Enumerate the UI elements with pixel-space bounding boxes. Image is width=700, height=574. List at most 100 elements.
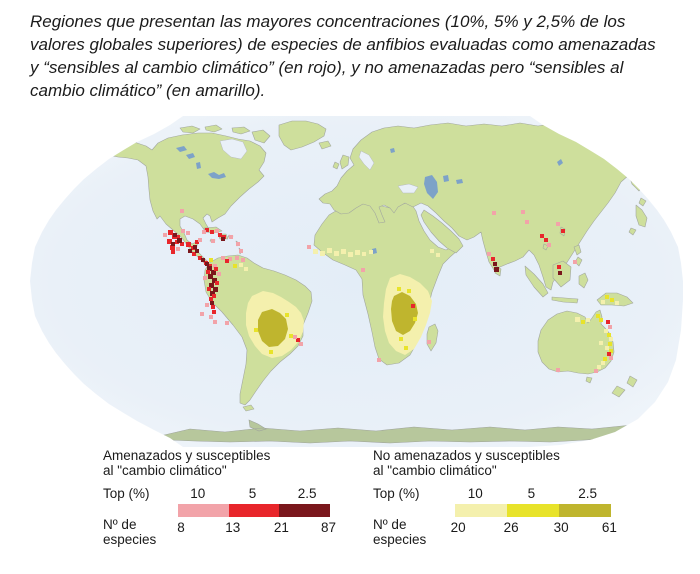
map-cell bbox=[599, 341, 603, 345]
map-cell bbox=[192, 252, 196, 256]
map-cell bbox=[573, 260, 577, 264]
baltic-sea bbox=[358, 150, 375, 171]
species-label: Nº de bbox=[103, 517, 137, 532]
map-cell bbox=[218, 233, 222, 237]
map-cell bbox=[610, 298, 614, 302]
top-value: 10 bbox=[190, 486, 206, 501]
map-cell bbox=[209, 283, 214, 288]
map-cell bbox=[211, 239, 215, 243]
map-cell bbox=[188, 249, 192, 253]
map-cell bbox=[362, 252, 366, 256]
landmass-iceland bbox=[318, 140, 332, 150]
map-overlays bbox=[163, 209, 619, 373]
top-value: 10 bbox=[467, 486, 483, 501]
map-cell bbox=[607, 333, 611, 337]
map-cell bbox=[289, 334, 293, 338]
map-cell bbox=[597, 365, 601, 369]
map-cell bbox=[561, 229, 565, 233]
map-cell bbox=[195, 240, 199, 244]
species-label: Nº de bbox=[373, 517, 407, 532]
map-cell bbox=[212, 310, 216, 314]
map-cell bbox=[201, 258, 205, 262]
map-cell bbox=[239, 249, 243, 253]
map-cell bbox=[215, 229, 219, 233]
map-cell bbox=[605, 346, 609, 350]
map-cell bbox=[299, 342, 303, 346]
map-cell bbox=[198, 256, 202, 260]
map-cell bbox=[212, 294, 216, 298]
map-cell bbox=[601, 300, 605, 304]
map-cell bbox=[210, 301, 214, 305]
map-cell bbox=[176, 247, 180, 251]
caption-line: y “sensibles al cambio climático” (en ro… bbox=[30, 58, 624, 77]
map-cell bbox=[167, 239, 172, 244]
landmass-arctic-islands bbox=[179, 124, 271, 144]
top-value: 5 bbox=[527, 486, 536, 501]
map-cell bbox=[487, 252, 491, 256]
species-value: 21 bbox=[273, 520, 289, 535]
color-ramp-red bbox=[178, 504, 331, 517]
ramp-segment bbox=[178, 504, 229, 517]
map-cell bbox=[609, 356, 613, 360]
lake-baikal bbox=[557, 159, 563, 166]
map-cell bbox=[181, 229, 185, 233]
map-cell bbox=[313, 249, 318, 254]
ramp-segment bbox=[559, 504, 611, 517]
map-cell bbox=[608, 325, 612, 329]
map-cell bbox=[213, 287, 218, 292]
landmass-new-zealand bbox=[611, 375, 638, 398]
map-cell bbox=[210, 291, 215, 296]
map-cell bbox=[212, 278, 217, 283]
map-cell bbox=[334, 251, 339, 256]
great-slave-lake bbox=[186, 153, 195, 159]
map-cell bbox=[492, 211, 496, 215]
legend-title: al "cambio climático" bbox=[373, 463, 497, 478]
landmass-british-isles bbox=[332, 154, 350, 170]
top-value: 2.5 bbox=[578, 486, 597, 501]
black-sea bbox=[397, 183, 419, 194]
map-cell bbox=[341, 249, 346, 254]
map-cell bbox=[596, 314, 600, 318]
map-cell bbox=[221, 256, 225, 260]
map-cell bbox=[210, 230, 214, 234]
map-cell bbox=[397, 287, 401, 291]
map-cell bbox=[594, 369, 598, 373]
top-value: 5 bbox=[248, 486, 257, 501]
map-cell bbox=[173, 233, 177, 237]
species-label: especies bbox=[373, 532, 427, 547]
species-value: 20 bbox=[450, 520, 466, 535]
map-cell bbox=[521, 210, 525, 214]
map-cell bbox=[494, 267, 499, 272]
map-cell bbox=[586, 318, 590, 322]
map-cell bbox=[254, 328, 258, 332]
map-cell bbox=[436, 253, 440, 257]
landmasses bbox=[107, 120, 657, 444]
caption-line: valores globales superiores) de especies… bbox=[30, 35, 656, 54]
landmass-japan bbox=[628, 197, 648, 236]
map-cell bbox=[348, 252, 353, 257]
map-cell bbox=[205, 303, 209, 307]
ramp-segment bbox=[228, 504, 280, 517]
lake-balkhash bbox=[456, 179, 463, 184]
map-cell bbox=[211, 270, 216, 275]
map-cell bbox=[235, 256, 239, 260]
map-cell bbox=[540, 234, 544, 238]
map-cell bbox=[491, 257, 495, 261]
hudson-bay bbox=[219, 138, 248, 160]
map-cell bbox=[604, 329, 608, 333]
map-cell bbox=[320, 251, 325, 256]
top-value: 2.5 bbox=[297, 486, 317, 501]
landmass-eurasia bbox=[318, 122, 657, 291]
landmass-north-america bbox=[107, 132, 267, 271]
map-cell bbox=[239, 263, 243, 267]
species-value: 61 bbox=[601, 520, 617, 535]
caption-line: Regiones que presentan las mayores conce… bbox=[30, 12, 626, 31]
map-cell bbox=[608, 342, 612, 346]
map-cell bbox=[609, 349, 613, 353]
map-cell bbox=[200, 312, 204, 316]
map-cell bbox=[556, 222, 560, 226]
landmass-madagascar bbox=[426, 323, 439, 352]
map-cell bbox=[215, 281, 219, 285]
map-cell bbox=[493, 262, 497, 266]
map-cell bbox=[285, 313, 289, 317]
